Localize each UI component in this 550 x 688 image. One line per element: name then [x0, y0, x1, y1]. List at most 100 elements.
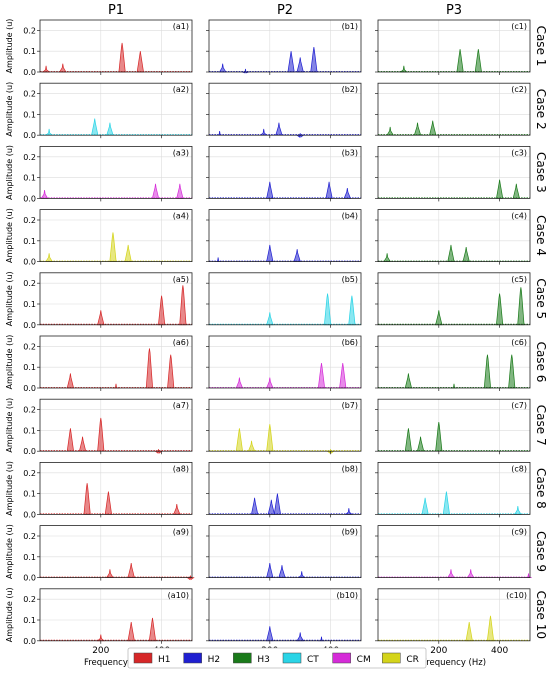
panel-tag: (c1)	[511, 22, 527, 31]
y-tick-label: 0.1	[23, 174, 36, 183]
y-axis-label: Amplitude (u)	[5, 335, 14, 390]
panel-tag: (c5)	[511, 275, 527, 284]
spectrum-peak	[66, 428, 75, 452]
spectrum-peak	[508, 354, 516, 389]
panel-tag: (a4)	[173, 212, 189, 221]
row-label: Case 8	[534, 468, 548, 509]
spectrum-peak	[109, 232, 117, 262]
spectrum-peak	[287, 51, 295, 73]
spectrum-peak	[348, 295, 356, 326]
spectrum-peak	[447, 244, 455, 262]
spectrum-peak	[297, 571, 306, 578]
row-label: Case 2	[534, 89, 548, 130]
spectrum-peak	[344, 508, 353, 515]
row-label: Case 5	[534, 278, 548, 319]
y-tick-label: 0.0	[23, 321, 36, 330]
spectrum-peak	[383, 253, 391, 262]
spectrum-peak	[465, 622, 473, 642]
y-tick-label: 0.0	[23, 68, 36, 77]
panel-frame	[377, 335, 531, 389]
row-label: Case 4	[534, 215, 548, 256]
spectrum-peak	[106, 122, 114, 136]
panel-frame	[208, 525, 362, 578]
panel-frame	[377, 588, 531, 642]
panel-tag: (b5)	[342, 275, 358, 284]
row-label: Case 7	[534, 405, 548, 446]
panel-frame	[39, 461, 193, 515]
spectrum-peak	[218, 63, 227, 73]
panel-frame	[208, 145, 362, 199]
y-tick-label: 0.1	[23, 363, 36, 372]
y-tick-label: 0.1	[23, 490, 36, 499]
spectrum-peak	[104, 491, 113, 515]
y-tick-label: 0.2	[23, 26, 36, 35]
legend-label: H3	[257, 655, 270, 665]
panel-tag: (c7)	[511, 401, 527, 410]
spectrum-peak	[278, 565, 286, 578]
column-title: P1	[108, 3, 124, 18]
spectrum-peak	[456, 49, 464, 73]
spectrum-peak	[517, 287, 525, 326]
panel-frame	[377, 525, 531, 578]
panel-frame	[39, 272, 193, 326]
panel-frame	[208, 398, 362, 452]
panel-tag: (c8)	[511, 464, 527, 473]
panel-tag: (b9)	[342, 528, 358, 537]
spectrum-peak	[97, 310, 105, 326]
legend-swatch	[332, 652, 351, 664]
y-tick-label: 0.0	[23, 258, 36, 267]
spectrum-peak	[296, 632, 305, 642]
spectrum-peak	[176, 183, 184, 199]
spectrum-peak	[259, 128, 268, 136]
panel-frame	[39, 82, 193, 136]
y-axis-label: Amplitude (u)	[5, 524, 14, 579]
spectrum-peak	[40, 190, 49, 199]
spectrum-peak	[496, 293, 504, 326]
panel-frame	[208, 335, 362, 389]
panel-tag: (a3)	[173, 148, 189, 157]
row-label: Case 6	[534, 342, 548, 383]
spectrum-peak	[118, 42, 126, 73]
legend-swatch	[282, 652, 302, 664]
x-axis-label: Frequency (Hz)	[422, 658, 486, 668]
legend-label: CT	[307, 655, 319, 665]
y-tick-label: 0.2	[23, 153, 36, 162]
legend-swatch	[183, 652, 202, 664]
y-tick-label: 0.2	[23, 216, 36, 225]
y-axis-label: Amplitude (u)	[5, 82, 14, 137]
panel-tag: (b1)	[342, 22, 358, 31]
panel-frame	[39, 19, 193, 73]
spectrum-peak	[58, 63, 67, 73]
y-axis-label: Amplitude (u)	[5, 398, 14, 453]
panel-tag: (a5)	[173, 275, 189, 284]
y-tick-label: 0.0	[23, 447, 36, 456]
panel-tag: (a6)	[173, 338, 189, 347]
spectrum-peak	[462, 246, 470, 262]
spectrum-peak	[127, 622, 135, 642]
panel-frame	[377, 145, 531, 199]
spectrum-peak	[158, 295, 166, 326]
panel-tag: (c4)	[511, 212, 527, 221]
spectrum-peak	[151, 183, 160, 199]
spectrum-peak	[148, 617, 157, 642]
spectrum-peak	[474, 49, 482, 73]
x-tick-label: 400	[491, 646, 508, 656]
y-tick-label: 0.1	[23, 553, 36, 562]
x-tick-label: 200	[92, 646, 109, 656]
y-axis-label: Amplitude (u)	[5, 19, 14, 74]
spectrum-peak	[266, 424, 274, 452]
spectrum-peak	[323, 293, 332, 326]
spectrum-peak	[435, 422, 443, 452]
spectrum-peak	[404, 373, 413, 389]
y-tick-label: 0.0	[23, 637, 36, 646]
y-axis-label: Amplitude (u)	[5, 208, 14, 263]
y-tick-label: 0.2	[23, 406, 36, 415]
panel-tag: (b2)	[342, 85, 358, 94]
panel-tag: (b7)	[342, 401, 358, 410]
panel-frame	[208, 272, 362, 326]
row-label: Case 10	[534, 591, 548, 639]
panel-frame	[377, 398, 531, 452]
y-tick-label: 0.2	[23, 90, 36, 99]
legend-label: H2	[208, 655, 221, 665]
panel-tag: (a1)	[173, 22, 189, 31]
